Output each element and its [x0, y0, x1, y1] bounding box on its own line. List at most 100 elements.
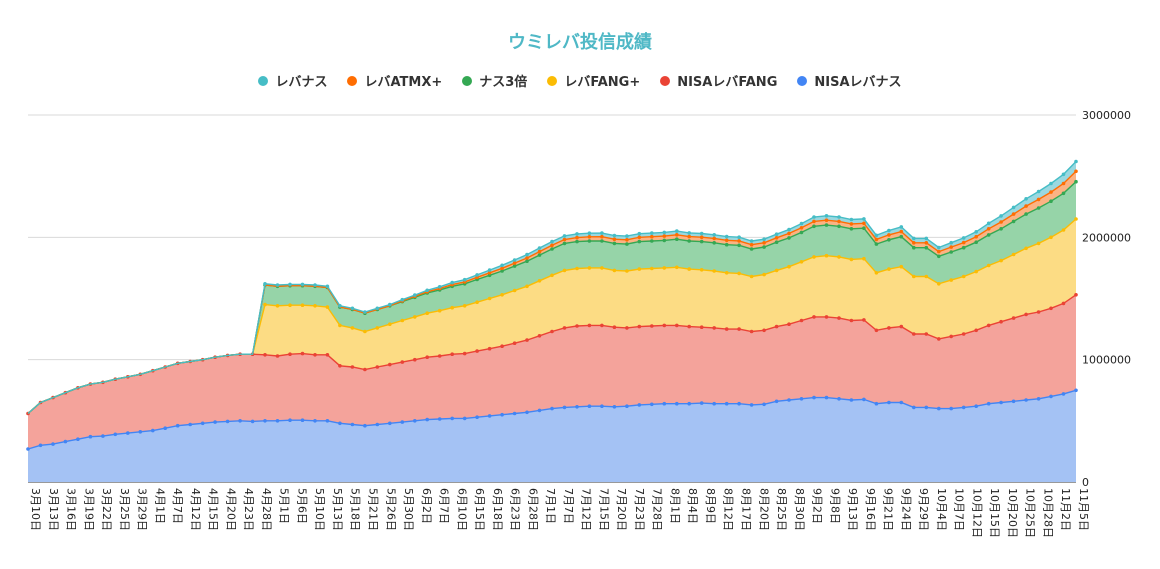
data-point	[388, 302, 392, 307]
data-point	[824, 214, 829, 218]
data-point	[961, 274, 966, 279]
x-tick-label: 10月25日	[1024, 488, 1037, 538]
x-tick-label: 4月15日	[207, 488, 220, 531]
data-point	[974, 404, 978, 409]
y-tick-label: 2000000	[1082, 231, 1131, 244]
data-point	[924, 274, 929, 279]
data-point	[400, 420, 405, 424]
legend-item: レバATMX+	[347, 71, 442, 90]
data-point	[799, 318, 804, 323]
x-tick-label: 5月30日	[402, 488, 415, 531]
data-point	[650, 234, 654, 239]
data-point	[737, 271, 741, 276]
data-point	[999, 258, 1003, 263]
data-point	[986, 263, 991, 268]
data-point	[1011, 252, 1016, 257]
x-tick-label: 10月28日	[1042, 488, 1055, 538]
data-point	[350, 365, 355, 369]
data-point	[712, 233, 716, 237]
data-point	[799, 230, 804, 235]
data-point	[662, 323, 667, 328]
legend-label: NISAレバナス	[814, 75, 902, 90]
data-point	[849, 318, 854, 323]
x-tick-label: 6月7日	[438, 488, 451, 524]
legend-swatch	[797, 75, 808, 86]
data-point	[986, 233, 991, 237]
data-point	[799, 260, 804, 264]
data-point	[837, 255, 841, 259]
data-point	[749, 242, 754, 247]
data-point	[363, 329, 367, 334]
data-point	[313, 283, 317, 287]
data-point	[575, 235, 579, 240]
legend-item: レバナス	[258, 71, 327, 90]
data-point	[937, 406, 941, 411]
data-point	[774, 240, 779, 244]
data-point	[512, 258, 517, 262]
data-point	[887, 400, 891, 405]
legend: レバナス レバATMX+ ナス3倍 レバFANG+ NISAレバFANG NIS…	[0, 71, 1160, 90]
data-point	[300, 351, 305, 356]
data-point	[887, 238, 891, 242]
data-point	[924, 241, 929, 245]
data-point	[151, 428, 155, 433]
data-point	[275, 304, 280, 308]
data-point	[163, 426, 167, 431]
y-tick-label: 3000000	[1082, 109, 1131, 122]
data-point	[949, 278, 953, 282]
data-point	[1011, 219, 1016, 224]
data-point	[400, 360, 405, 364]
legend-item: レバFANG+	[547, 71, 640, 90]
data-point	[512, 264, 517, 268]
data-point	[924, 236, 929, 241]
x-tick-label: 5月18日	[349, 488, 362, 531]
data-point	[612, 325, 617, 330]
data-point	[437, 285, 442, 289]
data-point	[562, 268, 567, 273]
data-point	[862, 318, 866, 322]
x-tick-label: 8月30日	[793, 488, 806, 531]
x-tick-label: 3月13日	[47, 488, 60, 531]
x-tick-label: 6月18日	[491, 488, 504, 531]
data-point	[450, 416, 455, 421]
data-point	[986, 401, 991, 406]
data-point	[425, 311, 430, 316]
data-point	[837, 215, 841, 219]
data-point	[874, 242, 879, 246]
data-point	[812, 224, 816, 229]
data-point	[762, 328, 766, 333]
data-point	[949, 250, 953, 254]
data-point	[1061, 301, 1066, 306]
data-point	[899, 324, 904, 329]
data-point	[1061, 191, 1066, 196]
y-tick-label: 0	[1082, 476, 1089, 489]
data-point	[937, 245, 941, 250]
data-point	[637, 267, 642, 271]
x-tick-label: 5月1日	[278, 488, 291, 524]
data-point	[413, 419, 417, 423]
x-tick-label: 11月2日	[1059, 488, 1072, 531]
series-area	[28, 294, 1076, 449]
data-point	[1049, 306, 1053, 311]
data-point	[899, 264, 904, 269]
data-point	[375, 422, 380, 427]
x-tick-label: 10月12日	[970, 488, 983, 538]
data-point	[612, 268, 617, 273]
data-point	[874, 233, 879, 238]
x-tick-label: 9月21日	[882, 488, 895, 531]
data-point	[974, 230, 978, 234]
data-point	[225, 419, 230, 424]
data-point	[500, 344, 504, 349]
data-point	[812, 395, 816, 400]
data-point	[475, 415, 479, 420]
data-point	[138, 430, 143, 434]
x-tick-label: 7月1日	[544, 488, 557, 524]
data-point	[774, 232, 779, 236]
x-tick-label: 11月5日	[1077, 488, 1090, 531]
data-point	[862, 226, 866, 230]
data-point	[687, 324, 691, 329]
data-point	[824, 315, 829, 319]
x-tick-label: 8月17日	[740, 488, 753, 531]
x-tick-label: 5月6日	[295, 488, 308, 524]
